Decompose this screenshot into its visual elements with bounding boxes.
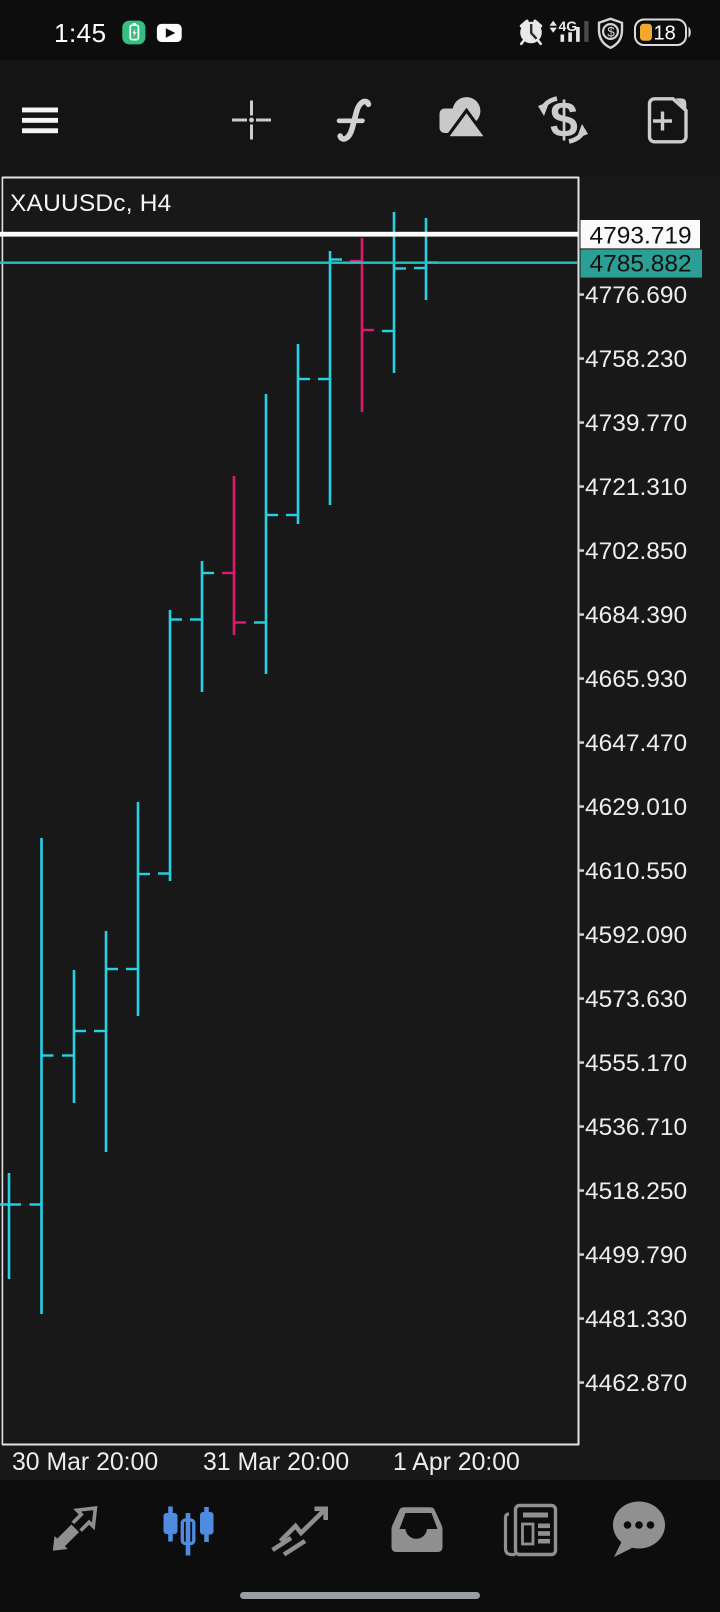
svg-text:4629.010: 4629.010: [585, 794, 687, 821]
svg-text:4684.390: 4684.390: [585, 602, 687, 629]
svg-text:4G: 4G: [559, 18, 578, 34]
svg-text:4536.710: 4536.710: [585, 1114, 687, 1141]
svg-text:4481.330: 4481.330: [585, 1306, 687, 1333]
svg-text:4739.770: 4739.770: [585, 410, 687, 437]
svg-text:4462.870: 4462.870: [585, 1370, 687, 1397]
svg-text:4793.719: 4793.719: [590, 223, 692, 250]
svg-text:18: 18: [654, 23, 676, 45]
svg-text:4702.850: 4702.850: [585, 538, 687, 565]
svg-text:4665.930: 4665.930: [585, 666, 687, 693]
svg-text:4573.630: 4573.630: [585, 986, 687, 1013]
svg-text:4647.470: 4647.470: [585, 730, 687, 757]
svg-text:4721.310: 4721.310: [585, 474, 687, 501]
svg-text:4555.170: 4555.170: [585, 1050, 687, 1077]
svg-text:4785.882: 4785.882: [590, 251, 692, 278]
svg-text:4776.690: 4776.690: [585, 282, 687, 309]
svg-text:4610.550: 4610.550: [585, 858, 687, 885]
svg-text:4518.250: 4518.250: [585, 1178, 687, 1205]
svg-text:4758.230: 4758.230: [585, 346, 687, 373]
svg-text:$: $: [607, 25, 615, 40]
svg-text:4499.790: 4499.790: [585, 1242, 687, 1269]
svg-text:4592.090: 4592.090: [585, 922, 687, 949]
